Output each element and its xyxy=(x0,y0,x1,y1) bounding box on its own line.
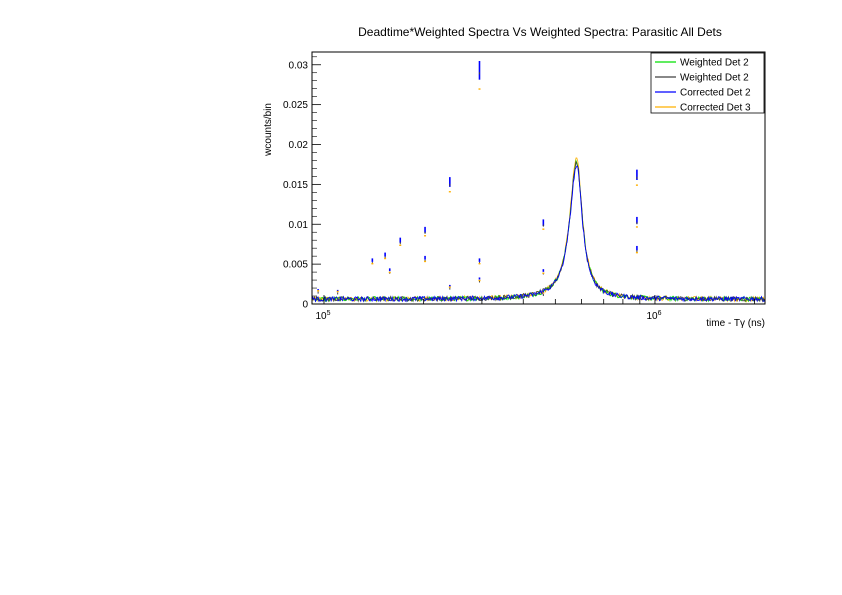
x-axis-label: time - Tγ (ns) xyxy=(706,318,765,329)
y-tick-label: 0.01 xyxy=(289,220,309,231)
x-tick-label: 105 xyxy=(315,310,330,322)
series-line xyxy=(311,159,766,303)
y-tick-label: 0.025 xyxy=(283,100,308,111)
legend-label: Corrected Det 3 xyxy=(680,103,751,114)
y-tick-label: 0.005 xyxy=(283,260,308,271)
y-tick-label: 0 xyxy=(302,300,308,311)
x-tick-label: 106 xyxy=(646,310,661,322)
plot-frame xyxy=(311,51,766,305)
legend-label: Corrected Det 2 xyxy=(680,88,751,99)
axes: 0 0.005 0.01 0.015 0.02 0.025 0.03 105 106 xyxy=(283,56,756,322)
legend-label: Weighted Det 2 xyxy=(680,73,749,84)
y-tick-label: 0.02 xyxy=(289,140,309,151)
legend-label: Weighted Det 2 xyxy=(680,58,749,69)
y-tick-label: 0.03 xyxy=(289,60,309,71)
y-tick-label: 0.015 xyxy=(283,180,308,191)
series-line xyxy=(311,157,766,303)
legend-box xyxy=(650,52,765,114)
legend: Weighted Det 2 Weighted Det 2 Corrected De… xyxy=(650,52,765,114)
chart-title: Deadtime*Weighted Spectra Vs Weighted Sp… xyxy=(358,25,722,39)
plot-area xyxy=(311,60,766,303)
series-line xyxy=(311,165,766,303)
series-line xyxy=(311,161,766,303)
y-axis-label: wcounts/bin xyxy=(263,103,274,157)
